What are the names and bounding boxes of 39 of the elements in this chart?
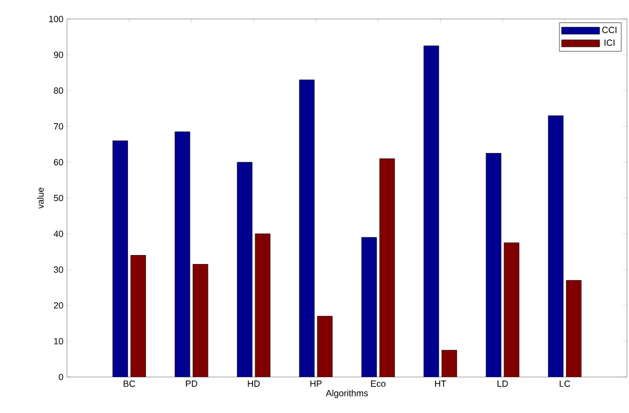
y-tick-label: 40 bbox=[54, 230, 64, 237]
x-tick-label: PD bbox=[186, 380, 198, 387]
y-tick-label: 20 bbox=[54, 302, 64, 309]
x-tick-label: HD bbox=[248, 380, 260, 387]
bar bbox=[112, 140, 128, 377]
x-axis-title: Algorithms bbox=[326, 390, 368, 398]
y-axis-title: value bbox=[37, 188, 44, 209]
bar bbox=[504, 242, 520, 377]
bar bbox=[192, 264, 208, 377]
y-tick-label: 70 bbox=[54, 123, 64, 130]
bar bbox=[254, 234, 270, 377]
bar bbox=[174, 132, 190, 377]
x-tick-label: BC bbox=[124, 380, 136, 387]
y-tick-label: 60 bbox=[54, 159, 64, 166]
x-tick-label: Eco bbox=[371, 380, 386, 387]
bar bbox=[486, 153, 502, 377]
y-tick-label: 100 bbox=[49, 16, 64, 22]
y-tick-label: 0 bbox=[58, 374, 64, 380]
bar bbox=[424, 46, 440, 377]
x-tick-label: LC bbox=[560, 380, 570, 387]
bar bbox=[548, 115, 564, 377]
bar bbox=[130, 255, 146, 377]
bar bbox=[566, 280, 582, 377]
legend-label: ICI bbox=[604, 40, 614, 46]
y-tick-label: 50 bbox=[54, 194, 64, 202]
bar bbox=[317, 316, 333, 377]
bar bbox=[361, 237, 377, 377]
y-tick-label: 30 bbox=[54, 266, 64, 273]
x-tick-label: HT bbox=[435, 380, 446, 387]
bar bbox=[236, 162, 252, 377]
x-tick-label: HP bbox=[310, 380, 322, 387]
legend-label: CCI bbox=[602, 26, 616, 34]
y-tick-label: 90 bbox=[54, 52, 64, 58]
x-tick-label: LD bbox=[498, 380, 508, 387]
bar bbox=[299, 80, 315, 377]
bar bbox=[379, 158, 395, 377]
y-tick-label: 80 bbox=[54, 87, 64, 94]
bar bbox=[442, 350, 458, 377]
y-tick-label: 10 bbox=[54, 338, 64, 344]
